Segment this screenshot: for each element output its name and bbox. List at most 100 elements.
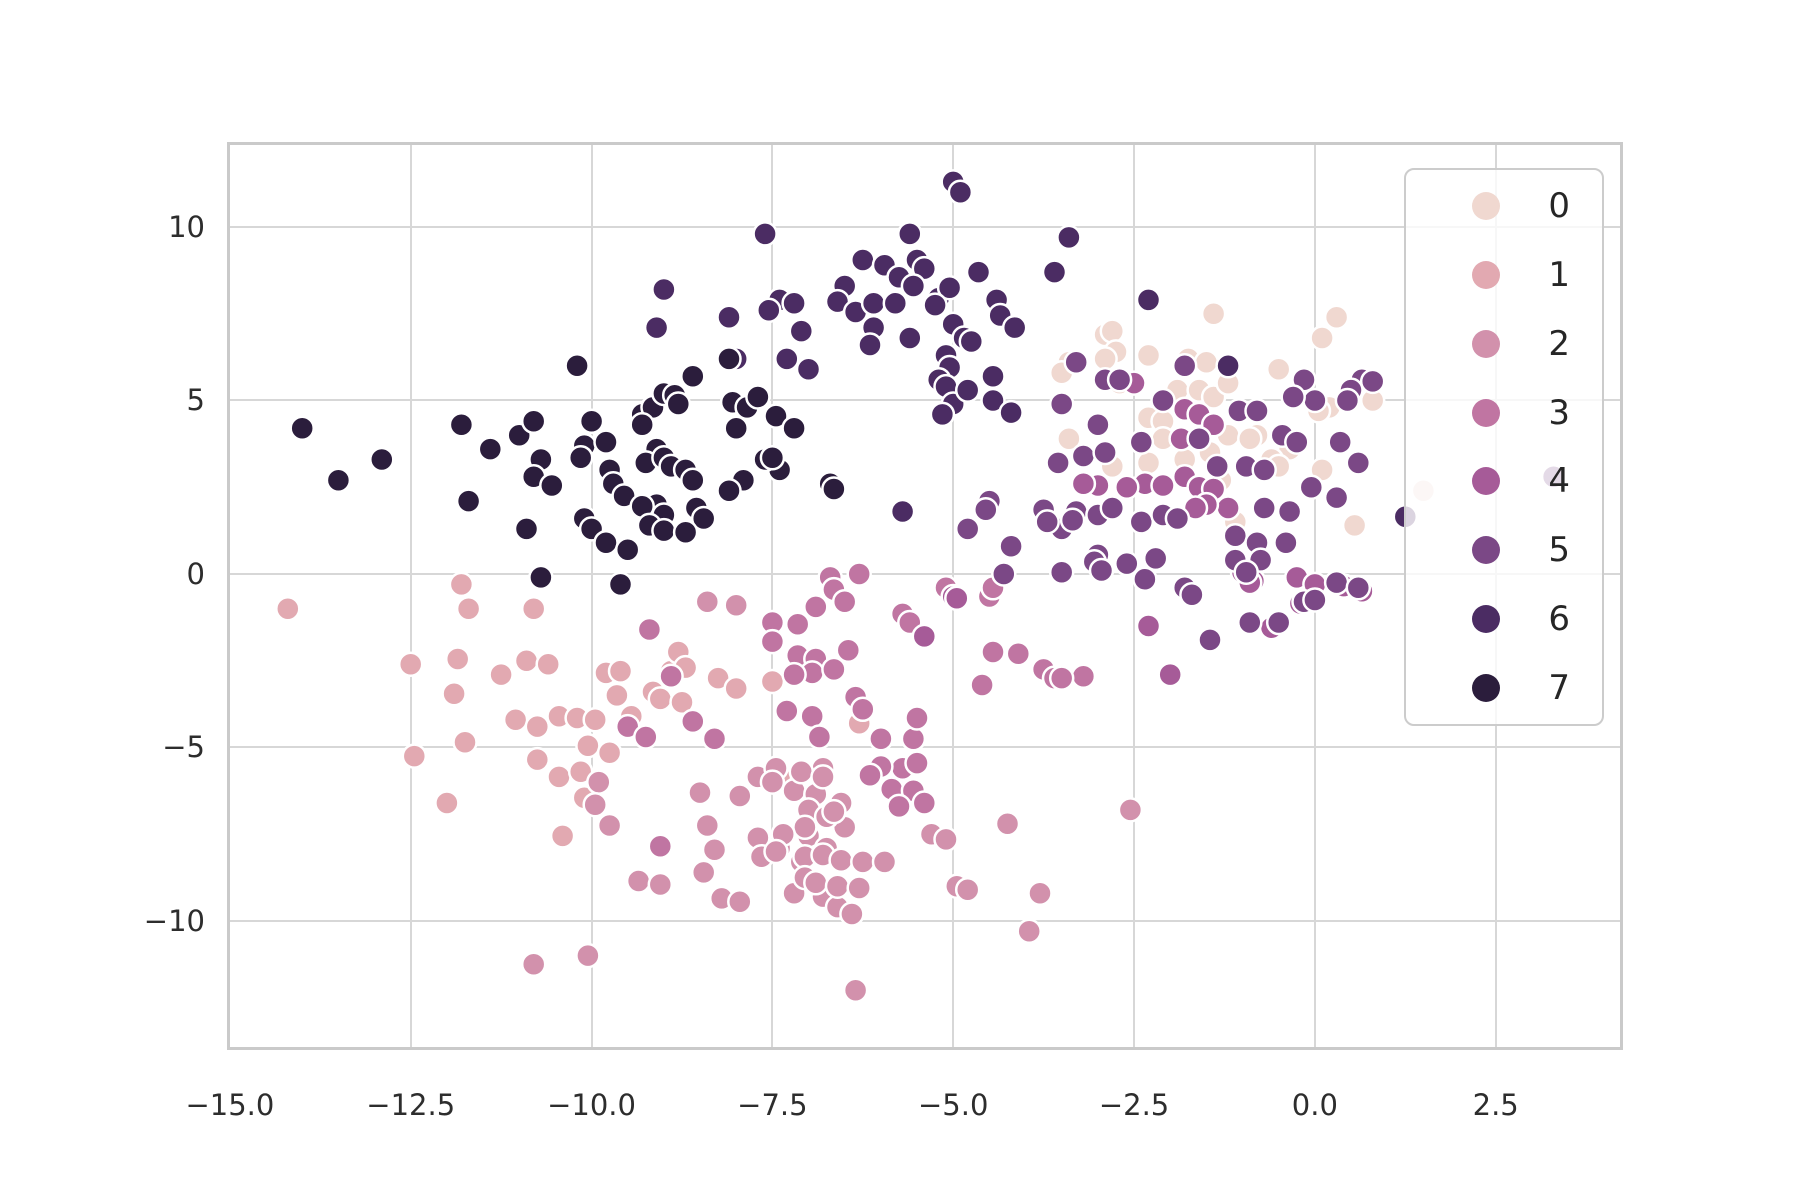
data-point bbox=[1056, 224, 1082, 251]
gridline-x--2.5 bbox=[1133, 142, 1136, 1050]
data-point bbox=[607, 571, 634, 598]
data-point bbox=[1164, 505, 1191, 532]
data-point bbox=[1197, 627, 1223, 653]
data-point bbox=[922, 292, 948, 318]
data-point bbox=[1142, 545, 1169, 572]
data-point bbox=[1045, 450, 1071, 476]
legend-label: 7 bbox=[1548, 667, 1570, 708]
data-point bbox=[441, 680, 467, 707]
legend-swatch-1 bbox=[1472, 260, 1500, 289]
data-point bbox=[839, 901, 865, 927]
data-point bbox=[1135, 287, 1162, 313]
data-point bbox=[647, 686, 674, 712]
data-point bbox=[810, 764, 836, 790]
data-point bbox=[781, 415, 807, 441]
data-point bbox=[636, 616, 663, 643]
data-point bbox=[954, 516, 981, 542]
data-point bbox=[1070, 663, 1097, 690]
data-point bbox=[1128, 509, 1155, 535]
x-tick-0: 0.0 bbox=[1291, 1088, 1338, 1122]
data-point bbox=[672, 519, 699, 546]
data-point bbox=[607, 658, 634, 684]
data-point bbox=[643, 314, 670, 341]
data-point bbox=[680, 708, 706, 735]
data-point bbox=[578, 408, 605, 435]
data-point bbox=[680, 363, 706, 389]
data-point bbox=[593, 429, 619, 455]
data-point bbox=[1048, 391, 1075, 417]
gridline-x--7.5 bbox=[771, 142, 774, 1050]
data-point bbox=[716, 477, 742, 504]
data-point bbox=[944, 585, 970, 612]
data-point bbox=[980, 363, 1006, 389]
data-point bbox=[502, 706, 529, 733]
data-point bbox=[1114, 550, 1140, 577]
legend-label: 3 bbox=[1548, 392, 1570, 433]
data-point bbox=[1041, 259, 1068, 285]
data-point bbox=[1106, 366, 1133, 393]
data-point bbox=[1063, 349, 1089, 376]
data-point bbox=[1128, 429, 1155, 455]
series-5 bbox=[954, 349, 1567, 653]
data-point bbox=[651, 517, 677, 544]
data-point bbox=[1233, 559, 1259, 585]
data-point bbox=[774, 698, 800, 724]
data-point bbox=[886, 793, 912, 820]
y-tick--10: −10 bbox=[143, 903, 205, 938]
data-point bbox=[1280, 384, 1306, 410]
data-point bbox=[1027, 880, 1053, 906]
data-point bbox=[1215, 353, 1241, 379]
data-point bbox=[1222, 523, 1249, 549]
data-point bbox=[1323, 569, 1350, 596]
data-point bbox=[614, 536, 641, 563]
data-point bbox=[973, 497, 999, 523]
data-point bbox=[651, 276, 677, 303]
data-point bbox=[1341, 512, 1368, 539]
data-point bbox=[625, 868, 652, 894]
legend-entry-3: 3 bbox=[1424, 393, 1584, 433]
data-point bbox=[860, 290, 887, 317]
data-point bbox=[1135, 450, 1162, 476]
data-point bbox=[647, 833, 674, 860]
data-point bbox=[582, 706, 608, 733]
legend-label: 2 bbox=[1548, 323, 1570, 364]
data-point bbox=[882, 290, 909, 317]
data-point bbox=[520, 408, 547, 435]
data-point bbox=[781, 290, 807, 317]
series-7 bbox=[289, 346, 847, 598]
data-point bbox=[803, 870, 829, 896]
data-point bbox=[546, 764, 572, 790]
data-point bbox=[524, 713, 551, 740]
data-point bbox=[658, 663, 684, 690]
data-point bbox=[455, 488, 482, 514]
data-point bbox=[397, 651, 424, 677]
data-point bbox=[716, 346, 742, 372]
data-point bbox=[759, 628, 786, 655]
data-point bbox=[596, 739, 623, 766]
data-point bbox=[549, 823, 576, 849]
data-point bbox=[694, 812, 721, 839]
legend-entry-6: 6 bbox=[1424, 599, 1584, 639]
data-point bbox=[1323, 304, 1350, 330]
legend-label: 0 bbox=[1548, 186, 1570, 226]
data-point bbox=[687, 779, 713, 806]
data-point bbox=[759, 668, 786, 695]
data-point bbox=[871, 849, 898, 875]
gridline-y--5 bbox=[227, 746, 1623, 749]
legend-entry-4: 4 bbox=[1424, 461, 1584, 501]
data-point bbox=[850, 247, 876, 273]
x-tick--15: −15.0 bbox=[185, 1088, 275, 1122]
data-point bbox=[701, 837, 728, 863]
gridline-x--12.5 bbox=[409, 142, 412, 1050]
data-point bbox=[452, 729, 478, 755]
legend-entry-1: 1 bbox=[1424, 255, 1584, 295]
x-tick--10: −10.0 bbox=[547, 1088, 636, 1122]
legend-label: 4 bbox=[1548, 461, 1570, 502]
data-point bbox=[759, 769, 786, 795]
data-point bbox=[1237, 425, 1263, 452]
data-point bbox=[401, 743, 428, 769]
data-point bbox=[752, 221, 778, 247]
data-point bbox=[821, 798, 847, 825]
data-point bbox=[850, 849, 876, 875]
data-point bbox=[842, 977, 869, 1004]
